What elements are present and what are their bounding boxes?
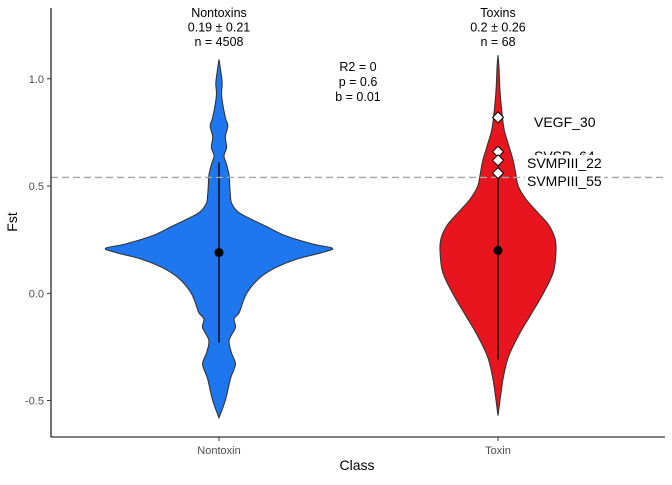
stats-annotation-line: p = 0.6 — [339, 75, 378, 89]
outlier-marker — [491, 111, 505, 124]
mean-point-nontoxin — [214, 248, 224, 258]
group-header-toxin-1: 0.2 ± 0.26 — [470, 21, 526, 35]
y-tick-label: 0.5 — [29, 181, 44, 193]
outlier-label-bg — [525, 173, 604, 189]
outlier-marker — [491, 154, 505, 167]
mean-point-toxin — [493, 245, 503, 255]
x-tick-label: Toxin — [485, 445, 511, 457]
stats-annotation-line: R2 = 0 — [339, 60, 376, 74]
y-tick-label: 0.0 — [29, 288, 44, 300]
x-tick-label: Nontoxin — [197, 445, 240, 457]
y-tick-label: -0.5 — [25, 396, 44, 408]
y-axis-label: Fst — [4, 212, 20, 232]
group-header-toxin-2: n = 68 — [480, 35, 515, 49]
y-tick-label: 1.0 — [29, 74, 44, 86]
outlier-label: SVMPIII_22 — [527, 155, 602, 171]
outlier-label: SVMPIII_55 — [527, 173, 602, 189]
x-axis-label: Class — [339, 457, 374, 473]
group-header-nontoxin-1: 0.19 ± 0.21 — [188, 21, 251, 35]
stats-annotation-line: b = 0.01 — [335, 90, 381, 104]
group-header-nontoxin-0: Nontoxins — [191, 6, 247, 20]
outlier-label: VEGF_30 — [534, 114, 596, 130]
outlier-label-bg — [525, 155, 604, 171]
outlier-marker — [491, 166, 505, 180]
group-header-toxin-0: Toxins — [480, 6, 515, 20]
group-header-nontoxin-2: n = 4508 — [194, 35, 243, 49]
